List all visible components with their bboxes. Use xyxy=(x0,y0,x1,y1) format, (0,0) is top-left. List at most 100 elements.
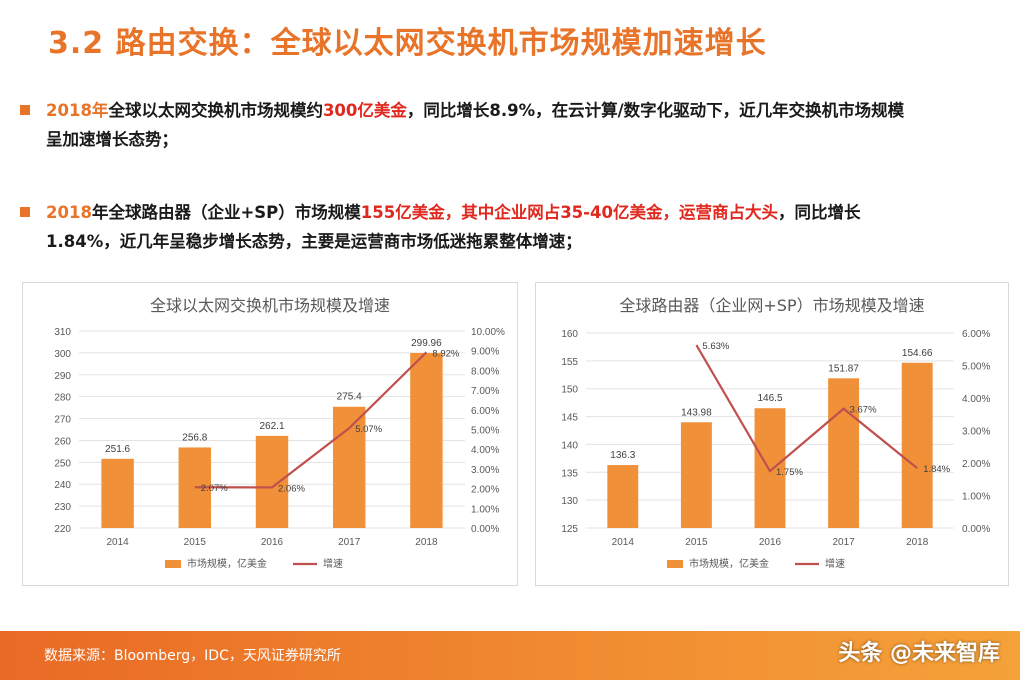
y-left-tick-label: 260 xyxy=(54,436,71,447)
y-left-tick-label: 220 xyxy=(54,524,71,535)
y-right-tick-label: 2.00% xyxy=(471,485,499,496)
x-tick-label: 2016 xyxy=(759,537,782,548)
y-left-tick-label: 240 xyxy=(54,480,71,491)
y-right-tick-label: 1.00% xyxy=(962,492,990,503)
bar-data-label: 256.8 xyxy=(182,432,207,443)
bar-data-label: 154.66 xyxy=(902,348,933,359)
y-right-tick-label: 0.00% xyxy=(962,524,990,535)
line-data-label: 5.63% xyxy=(702,341,729,352)
line-data-label: 3.67% xyxy=(850,405,877,416)
bullet-amount: 300亿美金 xyxy=(322,101,407,120)
x-tick-label: 2018 xyxy=(906,537,929,548)
switch-chart: 全球以太网交换机市场规模及增速 220 230 240 250 260 270 280 290 3… xyxy=(22,282,518,586)
bullet-text-b: ，同比增长8.9%，在云计算/数字化驱动下，近几年交换机市场规模 xyxy=(406,101,905,120)
legend-bar-swatch xyxy=(165,560,181,568)
bullet-text-a: 全球以太网交换机市场规模约 xyxy=(108,101,323,120)
line-data-label: 2.07% xyxy=(201,483,228,494)
y-left-tick-label: 230 xyxy=(54,502,71,513)
bar-data-label: 299.96 xyxy=(411,338,442,349)
bar-data-label: 262.1 xyxy=(259,421,284,432)
bar-data-label: 275.4 xyxy=(337,392,362,403)
bullet-line2: 呈加速增长态势； xyxy=(46,130,178,149)
y-right-tick-label: 4.00% xyxy=(962,394,990,405)
switch-chart-svg: 全球以太网交换机市场规模及增速 220 230 240 250 260 270 280 290 3… xyxy=(54,296,505,570)
bar xyxy=(410,352,443,528)
line-data-label: 8.92% xyxy=(432,348,459,359)
y-right-tick-label: 6.00% xyxy=(962,329,990,340)
footer-bar: 数据来源：Bloomberg，IDC，天风证券研究所 头条 @未来智库 xyxy=(0,631,1020,680)
y-right-tick-label: 5.00% xyxy=(471,426,499,437)
x-tick-label: 2014 xyxy=(106,537,129,548)
y-right-tick-label: 8.00% xyxy=(471,366,499,377)
line-data-label: 5.07% xyxy=(355,424,382,435)
bar-data-label: 136.3 xyxy=(610,450,635,461)
bar xyxy=(754,408,786,528)
bar xyxy=(101,458,134,528)
legend-bar-label: 市场规模，亿美金 xyxy=(187,557,267,570)
y-right-tick-label: 5.00% xyxy=(962,362,990,373)
router-chart: 全球路由器（企业网+SP）市场规模及增速 125 130 135 140 145 150 15… xyxy=(535,282,1009,586)
bar-data-label: 251.6 xyxy=(105,444,130,455)
y-left-tick-label: 280 xyxy=(54,393,71,404)
bullet-line2: 1.84%，近几年呈稳步增长态势，主要是运营商市场低迷拖累整体增速； xyxy=(46,232,582,251)
y-right-tick-label: 9.00% xyxy=(471,347,499,358)
y-left-tick-label: 140 xyxy=(561,440,578,451)
watermark: 头条 @未来智库 xyxy=(838,641,1000,666)
y-right-tick-label: 2.00% xyxy=(962,459,990,470)
line-data-label: 2.06% xyxy=(278,483,305,494)
bar-data-label: 146.5 xyxy=(757,393,782,404)
y-right-tick-label: 3.00% xyxy=(962,427,990,438)
bullet-text-a: 年全球路由器（企业+SP）市场规模 xyxy=(91,203,361,222)
bullet-square-icon xyxy=(20,105,30,115)
x-tick-label: 2016 xyxy=(261,537,284,548)
y-left-tick-label: 155 xyxy=(561,357,578,368)
line-data-label: 1.84% xyxy=(923,464,950,475)
y-left-tick-label: 135 xyxy=(561,468,578,479)
x-tick-label: 2014 xyxy=(612,537,635,548)
y-right-tick-label: 0.00% xyxy=(471,524,499,535)
bullet-text-b: ，同比增长 xyxy=(777,203,861,222)
y-right-tick-label: 4.00% xyxy=(471,445,499,456)
legend-bar-swatch xyxy=(667,560,683,568)
bullet-amount: 155亿美金，其中企业网占35-40亿美金，运营商占大头 xyxy=(360,203,778,222)
bullet-text: 2018年全球以太网交换机市场规模约300亿美金，同比增长8.9%，在云计算/数… xyxy=(46,96,1000,154)
bullet-switch-market: 2018年全球以太网交换机市场规模约300亿美金，同比增长8.9%，在云计算/数… xyxy=(20,96,1000,154)
y-left-tick-label: 150 xyxy=(561,385,578,396)
x-tick-label: 2017 xyxy=(832,537,855,548)
y-left-tick-label: 300 xyxy=(54,349,71,360)
line-data-label: 1.75% xyxy=(776,467,803,478)
y-right-tick-label: 10.00% xyxy=(471,327,505,338)
y-left-tick-label: 130 xyxy=(561,496,578,507)
bar xyxy=(607,465,639,528)
legend-line-label: 增速 xyxy=(825,557,845,570)
bar-data-label: 151.87 xyxy=(828,363,859,374)
legend-line-label: 增速 xyxy=(323,557,343,570)
router-chart-svg: 全球路由器（企业网+SP）市场规模及增速 125 130 135 140 145 150 15… xyxy=(561,296,990,570)
y-left-tick-label: 290 xyxy=(54,371,71,382)
x-tick-label: 2015 xyxy=(685,537,708,548)
bullet-year: 2018年 xyxy=(46,101,109,120)
y-right-tick-label: 3.00% xyxy=(471,465,499,476)
bar xyxy=(255,435,289,528)
bullet-year: 2018 xyxy=(46,203,92,222)
y-right-tick-label: 7.00% xyxy=(471,386,499,397)
x-tick-label: 2017 xyxy=(338,537,361,548)
growth-line xyxy=(695,344,918,473)
bar xyxy=(901,362,933,528)
x-tick-label: 2015 xyxy=(184,537,207,548)
y-left-tick-label: 125 xyxy=(561,524,578,535)
x-tick-label: 2018 xyxy=(415,537,438,548)
y-left-tick-label: 270 xyxy=(54,415,71,426)
y-left-tick-label: 160 xyxy=(561,329,578,340)
bar xyxy=(828,378,860,528)
y-left-tick-label: 250 xyxy=(54,458,71,469)
y-right-tick-label: 1.00% xyxy=(471,504,499,515)
bullet-text: 2018年全球路由器（企业+SP）市场规模155亿美金，其中企业网占35-40亿… xyxy=(46,198,1000,256)
growth-line xyxy=(194,351,428,489)
chart-title: 全球路由器（企业网+SP）市场规模及增速 xyxy=(619,296,924,315)
y-right-tick-label: 6.00% xyxy=(471,406,499,417)
bar xyxy=(680,422,712,528)
bullet-square-icon xyxy=(20,207,30,217)
bar-data-label: 143.98 xyxy=(681,407,712,418)
legend-bar-label: 市场规模，亿美金 xyxy=(689,557,769,570)
